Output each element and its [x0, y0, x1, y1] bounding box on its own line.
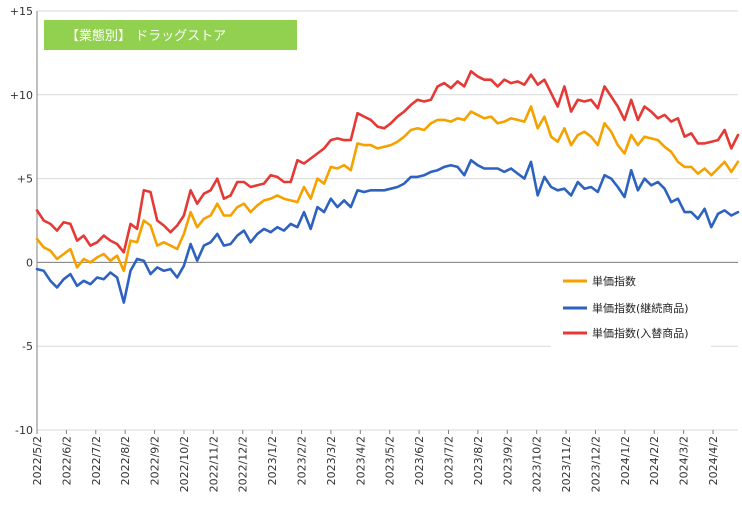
y-axis-ticks: -10 -5 0 +5 +10 +15	[10, 5, 33, 437]
series-line-1	[35, 105, 740, 273]
x-tick-label: 2023/4/2	[354, 436, 367, 485]
chart-title-box: 【業態別】 ドラッグストア	[44, 20, 297, 50]
x-tick-label: 2022/5/2	[31, 436, 44, 485]
x-tick-label: 2022/8/2	[119, 436, 132, 485]
axes	[36, 11, 738, 430]
x-tick-label: 2023/11/2	[560, 436, 573, 492]
x-tick-label: 2023/5/2	[384, 436, 397, 485]
y-tick-label: -5	[22, 340, 33, 353]
x-tick-label: 2023/1/2	[266, 436, 279, 485]
x-tick-label: 2023/2/2	[296, 436, 309, 485]
grid-lines	[37, 10, 738, 431]
x-tick-label: 2024/3/2	[678, 436, 691, 485]
x-tick-label: 2022/9/2	[149, 436, 162, 485]
legend-label: 単価指数	[592, 274, 636, 288]
x-tick-label: 2024/4/2	[707, 436, 720, 485]
y-tick-label: +15	[10, 5, 33, 18]
x-tick-label: 2022/12/2	[237, 436, 250, 492]
x-tick-label: 2022/11/2	[207, 436, 220, 492]
x-tick-label: 2023/7/2	[442, 436, 455, 485]
y-tick-label: +10	[10, 89, 33, 102]
x-tick-label: 2023/3/2	[325, 436, 338, 485]
chart-title: 【業態別】 ドラッグストア	[66, 28, 226, 44]
x-tick-label: 2024/2/2	[648, 436, 661, 485]
x-tick-label: 2023/9/2	[501, 436, 514, 485]
y-tick-label: -10	[15, 424, 33, 437]
y-tick-label: +5	[17, 173, 33, 186]
x-tick-label: 2024/1/2	[619, 436, 632, 485]
legend-label: 単価指数(継続商品)	[592, 301, 689, 315]
x-tick-label: 2023/12/2	[589, 436, 602, 492]
chart-title-background	[44, 20, 297, 50]
series-line-2	[35, 158, 740, 304]
legend-label: 単価指数(入替商品)	[592, 326, 689, 340]
x-tick-label: 2023/8/2	[472, 436, 485, 485]
y-tick-label: 0	[26, 256, 33, 269]
series-lines	[35, 70, 740, 304]
x-tick-label: 2023/6/2	[413, 436, 426, 485]
x-tick-label: 2022/6/2	[60, 436, 73, 485]
x-tick-label: 2022/7/2	[90, 436, 103, 485]
x-tick-label: 2023/10/2	[531, 436, 544, 492]
x-axis-ticks: 2022/5/2 2022/6/2 2022/7/2 2022/8/2 2022/9/2…	[31, 430, 720, 492]
series-line-3	[35, 70, 740, 254]
x-tick-label: 2022/10/2	[178, 436, 191, 492]
